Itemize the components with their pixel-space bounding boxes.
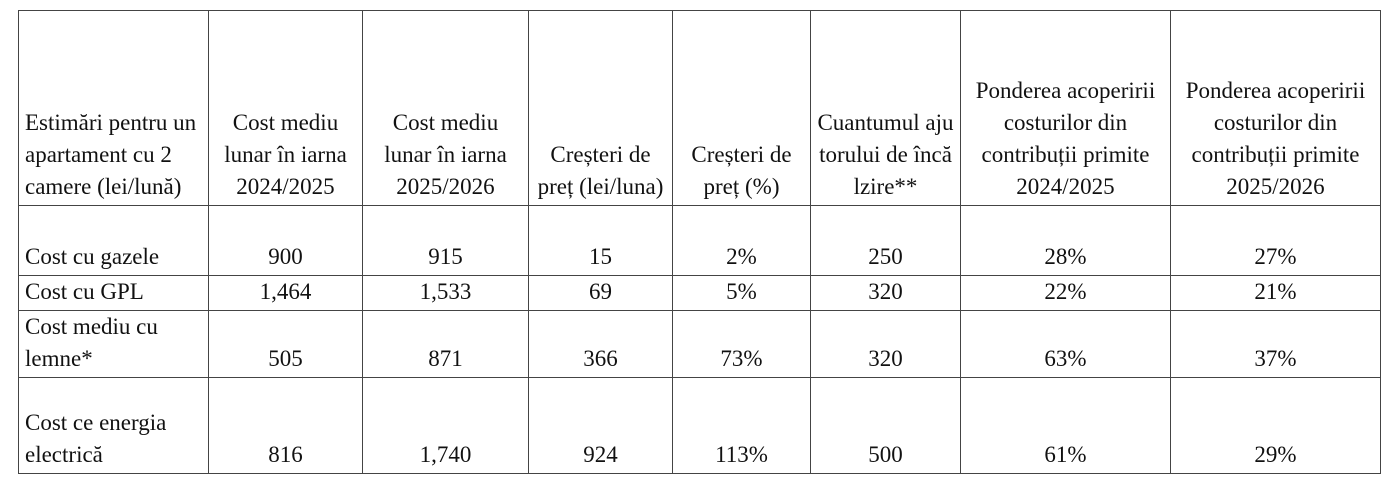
table-cell: 73% bbox=[672, 310, 811, 378]
header-cell: Ponderea acoperirii costurilor din contr… bbox=[1170, 10, 1381, 206]
header-cell: Estimări pentru un apartament cu 2 camer… bbox=[18, 10, 209, 206]
header-cell: Ponderea acoperirii costurilor din contr… bbox=[960, 10, 1171, 206]
row-label: Cost cu gazele bbox=[18, 205, 209, 276]
table-cell: 5% bbox=[672, 275, 811, 311]
data-table: Estimări pentru un apartament cu 2 camer… bbox=[18, 10, 1381, 474]
table-cell: 15 bbox=[528, 205, 673, 276]
table-cell: 61% bbox=[960, 377, 1171, 474]
table-cell: 63% bbox=[960, 310, 1171, 378]
table-cell: 1,740 bbox=[362, 377, 529, 474]
table-cell: 505 bbox=[208, 310, 363, 378]
table-cell: 320 bbox=[810, 275, 961, 311]
table-cell: 2% bbox=[672, 205, 811, 276]
table-cell: 37% bbox=[1170, 310, 1381, 378]
table-row: Cost ce energia electrică 816 1,740 924 113%… bbox=[18, 377, 1381, 474]
table-row: Cost cu gazele 900 915 15 2% 250 28% 27% bbox=[18, 205, 1381, 276]
row-label: Cost cu GPL bbox=[18, 275, 209, 311]
table-body: Cost cu gazele 900 915 15 2% 250 28% 27% Cost cu… bbox=[18, 205, 1381, 474]
row-label: Cost mediu cu lemne* bbox=[18, 310, 209, 378]
table-cell: 900 bbox=[208, 205, 363, 276]
table-cell: 915 bbox=[362, 205, 529, 276]
table-cell: 69 bbox=[528, 275, 673, 311]
header-cell: Cost mediu lunar în iarna 2025/2026 bbox=[362, 10, 529, 206]
table-cell: 22% bbox=[960, 275, 1171, 311]
table-cell: 21% bbox=[1170, 275, 1381, 311]
table-cell: 113% bbox=[672, 377, 811, 474]
header-cell: Creșteri de preț (lei/luna) bbox=[528, 10, 673, 206]
table-cell: 871 bbox=[362, 310, 529, 378]
table-cell: 500 bbox=[810, 377, 961, 474]
header-cell: Cost mediu lunar în iarna 2024/2025 bbox=[208, 10, 363, 206]
table-cell: 816 bbox=[208, 377, 363, 474]
header-row: Estimări pentru un apartament cu 2 camer… bbox=[18, 10, 1381, 206]
row-label: Cost ce energia electrică bbox=[18, 377, 209, 474]
table-cell: 366 bbox=[528, 310, 673, 378]
table-cell: 1,533 bbox=[362, 275, 529, 311]
table-cell: 924 bbox=[528, 377, 673, 474]
table-row: Cost cu GPL 1,464 1,533 69 5% 320 22% 21% bbox=[18, 275, 1381, 311]
table-cell: 1,464 bbox=[208, 275, 363, 311]
table-cell: 250 bbox=[810, 205, 961, 276]
table-cell: 27% bbox=[1170, 205, 1381, 276]
table-cell: 28% bbox=[960, 205, 1171, 276]
table-cell: 320 bbox=[810, 310, 961, 378]
header-cell: Creșteri de preț (%) bbox=[672, 10, 811, 206]
table-row: Cost mediu cu lemne* 505 871 366 73% 320 63% 37… bbox=[18, 310, 1381, 378]
header-cell: Cuantumul ajutorului de încălzire** bbox=[810, 10, 961, 206]
table-cell: 29% bbox=[1170, 377, 1381, 474]
